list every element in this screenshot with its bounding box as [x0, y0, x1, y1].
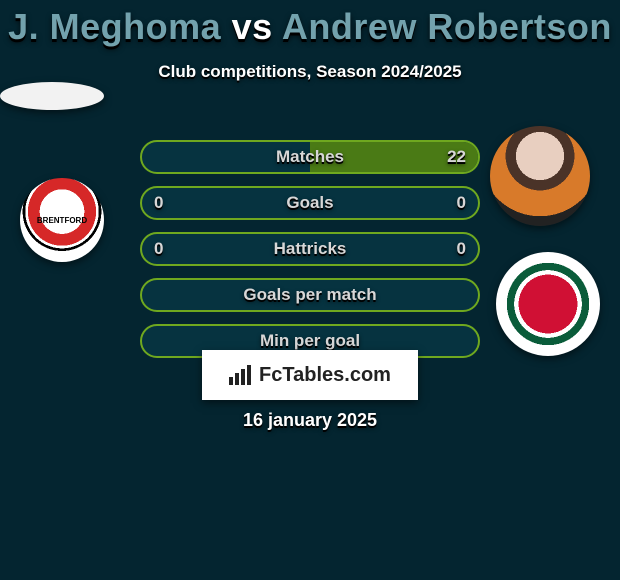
- snapshot-date: 16 january 2025: [0, 410, 620, 431]
- stat-label: Goals: [142, 188, 478, 218]
- stat-bar: Matches22: [140, 140, 480, 174]
- stat-value-right: 0: [457, 234, 466, 264]
- stat-value-left: 0: [154, 234, 163, 264]
- player1-avatar: [0, 82, 104, 110]
- stat-value-left: 0: [154, 188, 163, 218]
- stat-value-right: 0: [457, 188, 466, 218]
- season-subtitle: Club competitions, Season 2024/2025: [0, 62, 620, 82]
- stat-bar: Goals0 0: [140, 186, 480, 220]
- brand-box: FcTables.com: [202, 350, 418, 400]
- stats-stage: Matches22Goals00Hattricks00Goals per mat…: [0, 140, 620, 380]
- vs-text: vs: [232, 6, 273, 47]
- stats-bars: Matches22Goals00Hattricks00Goals per mat…: [140, 140, 480, 370]
- player1-name: J. Meghoma: [8, 6, 221, 47]
- brand-text: FcTables.com: [259, 364, 391, 387]
- stat-fill-right: [310, 142, 478, 172]
- stat-bar: Goals per match: [140, 278, 480, 312]
- player2-name: Andrew Robertson: [282, 6, 612, 47]
- comparison-title: J. Meghoma vs Andrew Robertson: [0, 0, 620, 48]
- stat-label: Goals per match: [142, 280, 478, 310]
- stat-label: Hattricks: [142, 234, 478, 264]
- stat-bar: Hattricks0 0: [140, 232, 480, 266]
- bar-chart-icon: [229, 365, 253, 385]
